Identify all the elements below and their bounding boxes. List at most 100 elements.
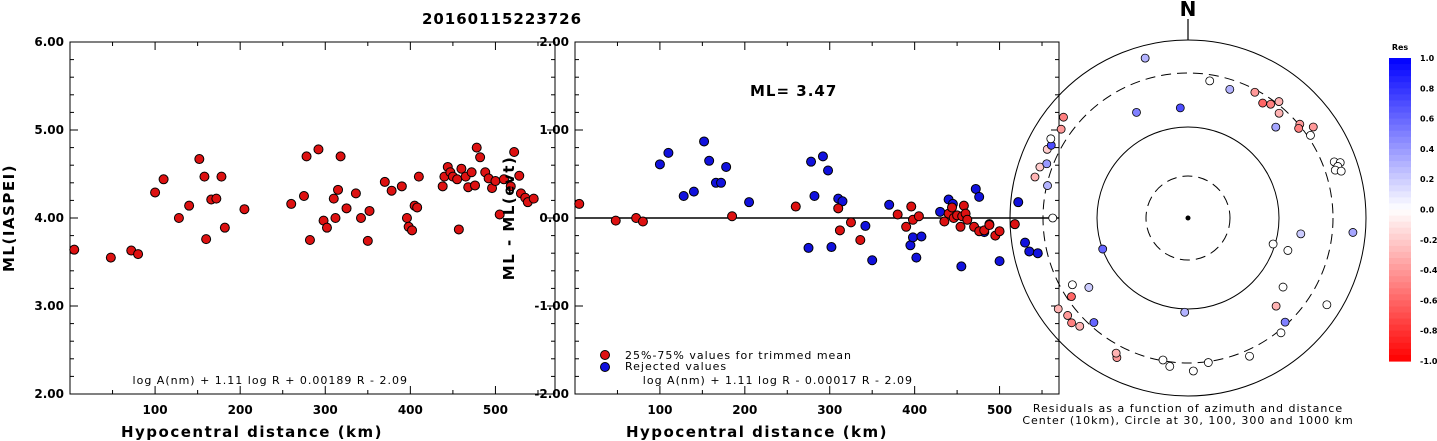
rejected-residual-point — [699, 136, 710, 147]
colorbar-swatch — [1389, 270, 1411, 277]
accepted-residual-point — [984, 220, 995, 231]
station-residual-marker — [1258, 98, 1268, 108]
x-tick-label: 300 — [817, 403, 842, 417]
rejected-residual-point — [1024, 246, 1035, 257]
colorbar-swatch — [1389, 276, 1411, 283]
station-residual-marker — [1278, 282, 1288, 292]
colorbar-swatch — [1389, 324, 1411, 332]
station-magnitude-point — [490, 176, 501, 187]
rejected-residual-point — [1013, 197, 1024, 208]
station-magnitude-point — [407, 225, 418, 236]
x-tick-label: 400 — [902, 403, 927, 417]
accepted-residual-point — [955, 221, 966, 232]
left-x-tick-labels: 100 200 300 400 500 — [112, 42, 539, 417]
colorbar-swatch — [1389, 191, 1411, 198]
colorbar-swatch — [1389, 94, 1411, 102]
rejected-residual-point — [654, 159, 665, 170]
x-tick-label: 500 — [483, 403, 508, 417]
colorbar-swatch — [1389, 64, 1411, 71]
station-magnitude-point — [498, 174, 509, 185]
station-residual-marker — [1274, 97, 1284, 106]
rejected-residual-point — [744, 197, 755, 208]
x-tick-label: 200 — [228, 403, 253, 417]
station-residual-marker — [1322, 300, 1332, 310]
colorbar-tick-label: -0.2 — [1420, 236, 1437, 245]
station-magnitude-point — [328, 193, 339, 204]
colorbar-swatch — [1389, 106, 1411, 114]
station-residual-marker — [1158, 355, 1168, 365]
north-label: N — [1180, 0, 1197, 21]
station-magnitude-point — [105, 252, 116, 263]
x-tick-label: 100 — [647, 403, 672, 417]
figure-title: 20160115223726 — [422, 10, 582, 28]
station-residual-marker — [1084, 283, 1094, 292]
y-tick-label: -2.00 — [534, 387, 569, 401]
range-circle-300km — [1042, 72, 1334, 364]
colorbar-swatch — [1389, 130, 1411, 138]
station-residual-marker — [1042, 159, 1052, 169]
station-magnitude-point — [341, 203, 352, 214]
accepted-residual-point — [962, 214, 973, 225]
colorbar-swatch — [1389, 221, 1411, 229]
station-magnitude-point — [412, 202, 423, 213]
station-residual-marker — [1067, 280, 1077, 290]
station-magnitude-point — [194, 154, 205, 165]
y-tick-label: -1.00 — [534, 299, 569, 313]
colorbar-swatch — [1389, 318, 1411, 326]
colorbar-swatch — [1389, 203, 1411, 211]
rejected-residual-point — [806, 156, 817, 167]
magnitude-vs-distance-chart: 2.00 3.00 4.00 5.00 6.00 100 200 300 400 500 log… — [0, 35, 556, 441]
station-magnitude-point — [239, 204, 250, 215]
station-residual-marker — [1111, 348, 1121, 358]
y-tick-label: 2.00 — [539, 35, 569, 49]
station-magnitude-point — [298, 191, 309, 201]
station-magnitude-point — [333, 184, 344, 195]
station-magnitude-point — [158, 174, 169, 185]
station-magnitude-point — [184, 200, 195, 211]
x-tick-label: 400 — [398, 403, 423, 417]
colorbar-swatch — [1389, 215, 1411, 223]
station-magnitude-point — [201, 234, 212, 245]
station-magnitude-point — [304, 235, 315, 245]
colorbar-swatch — [1389, 330, 1411, 338]
station-magnitude-point — [150, 187, 161, 198]
y-tick-label: 2.00 — [34, 387, 64, 401]
colorbar-tick-label: -0.6 — [1420, 296, 1437, 305]
rejected-residual-point — [663, 147, 674, 158]
colorbar-tick-labels: 1.0 0.8 0.6 0.4 0.2 0.0 -0.2 -0.4 -0.6 -0.8 -1.0 — [1420, 54, 1437, 366]
colorbar-swatch — [1389, 239, 1411, 247]
station-residual-marker — [1043, 181, 1052, 190]
station-magnitude-point — [528, 193, 539, 204]
station-magnitude-point — [286, 198, 297, 209]
station-residual-marker — [1250, 87, 1260, 97]
station-magnitude-point — [505, 181, 516, 192]
rejected-residual-point — [817, 151, 828, 162]
accepted-residual-point — [913, 211, 924, 222]
station-magnitude-point — [470, 180, 481, 191]
station-residual-marker — [1245, 351, 1254, 361]
colorbar-swatch — [1389, 342, 1411, 350]
station-residual-marker — [1203, 358, 1213, 367]
left-y-axis-label: ML(IASPEI) — [0, 164, 18, 272]
station-residual-marker — [1308, 122, 1318, 132]
station-residual-marker — [1205, 76, 1215, 86]
legend-rejected-label: Rejected values — [625, 360, 727, 373]
colorbar-swatch — [1389, 76, 1411, 83]
station-magnitude-point — [364, 205, 375, 216]
colorbar-tick-label: 0.6 — [1420, 115, 1435, 124]
accepted-residual-point — [833, 203, 844, 214]
range-circle-30km — [1145, 175, 1231, 261]
colorbar-swatch — [1389, 354, 1411, 362]
colorbar-tick-label: -1.0 — [1420, 357, 1437, 366]
accepted-residual-point — [855, 235, 866, 245]
station-magnitude-point — [173, 213, 184, 223]
colorbar-tick-label: 0.2 — [1420, 175, 1434, 184]
colorbar-swatch — [1389, 348, 1411, 356]
colorbar-swatch — [1389, 245, 1411, 253]
station-magnitude-point — [313, 144, 324, 155]
station-magnitude-point — [69, 244, 80, 255]
colorbar-swatch — [1389, 197, 1411, 205]
station-residual-marker — [1075, 321, 1085, 331]
legend-accepted-label: 25%-75% values for trimmed mean — [625, 349, 852, 362]
rejected-residual-point — [860, 220, 871, 231]
